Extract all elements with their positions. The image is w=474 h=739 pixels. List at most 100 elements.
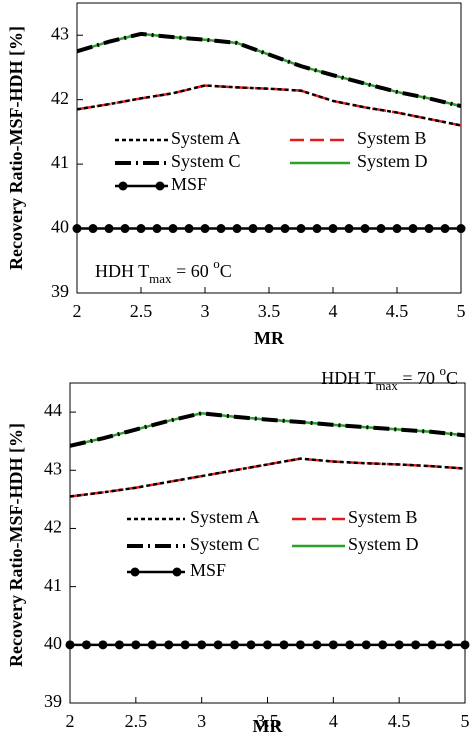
marker [312,224,322,234]
marker [213,640,223,650]
y-tick-label: 44 [44,400,62,420]
x-tick-label: 4 [329,711,338,731]
y-axis-label: Recovery Ratio-MSF-HDH [%] [6,423,26,667]
marker [120,224,130,234]
y-axis-label: Recovery Ratio-MSF-HDH [%] [6,26,26,270]
annotation: HDH Tmax = 70 oC [321,363,458,393]
marker [248,224,258,234]
series-line [76,31,462,109]
legend-label: System D [357,151,428,171]
marker [279,640,289,650]
plot-frame [69,382,466,704]
legend-label: System B [348,507,418,527]
marker [392,224,402,234]
y-tick-label: 39 [51,281,69,301]
marker [444,640,454,650]
marker [456,224,466,234]
annotation: HDH Tmax = 60 oC [95,256,232,286]
x-tick-label: 2.5 [130,301,153,321]
x-tick-label: 3.5 [256,711,279,731]
marker [147,640,157,650]
marker [328,224,338,234]
marker [408,224,418,234]
legend-label: MSF [190,560,226,580]
x-tick-label: 3.5 [258,301,281,321]
marker [184,224,194,234]
marker [88,224,98,234]
marker [65,640,75,650]
plot-frame [76,2,462,294]
x-tick-label: 4.5 [386,301,409,321]
marker [197,640,207,650]
marker [295,640,305,650]
series-line [69,411,466,448]
marker [180,640,190,650]
marker [344,224,354,234]
marker [328,640,338,650]
legend-marker [130,567,140,577]
legend-label: System C [190,534,260,554]
annotation-text: = 70 [398,368,440,388]
annotation-sup: o [213,256,220,271]
y-tick-label: 42 [51,88,69,108]
marker [361,640,371,650]
marker [263,640,272,650]
marker [136,224,146,234]
legend-label: System D [348,534,419,554]
legend-label: System C [171,151,241,171]
marker [394,640,404,650]
annotation-text: = 60 [172,261,214,281]
marker [200,224,210,234]
legend-label: System A [171,128,241,148]
marker [411,640,421,650]
marker [312,640,322,650]
annotation-sub: max [375,378,398,393]
marker [114,640,124,650]
marker [164,640,174,650]
x-tick-label: 2.5 [125,711,148,731]
x-tick-label: 4.5 [388,711,411,731]
x-tick-label: 2 [73,301,82,321]
marker [280,224,290,234]
x-tick-label: 3 [201,301,210,321]
marker [378,640,388,650]
marker [98,640,108,650]
x-tick-label: 2 [66,711,75,731]
marker [232,224,242,234]
annotation-text: HDH T [321,368,375,388]
annotation-text: C [446,368,458,388]
marker [376,224,386,234]
x-tick-label: 4 [329,301,338,321]
y-tick-label: 43 [51,23,69,43]
marker [360,224,370,234]
marker [246,640,256,650]
marker [460,640,470,650]
legend-marker [118,181,128,191]
marker [424,224,434,234]
marker [264,224,274,234]
marker [427,640,437,650]
marker [72,224,82,234]
y-tick-label: 41 [44,575,62,595]
y-tick-label: 39 [44,691,62,711]
annotation-sup: o [439,363,446,378]
y-tick-label: 41 [51,152,69,172]
marker [168,224,178,234]
x-tick-label: 5 [461,711,470,731]
marker [81,640,91,650]
series-line [76,84,462,127]
marker [345,640,355,650]
annotation-text: HDH T [95,261,149,281]
marker [296,224,306,234]
legend-label: MSF [171,174,207,194]
legend-marker [155,181,165,191]
y-tick-label: 43 [44,458,62,478]
marker [131,640,141,650]
marker [152,224,162,234]
legend-marker [172,567,182,577]
annotation-text: C [220,261,232,281]
x-tick-label: 3 [197,711,206,731]
marker [440,224,450,234]
marker [216,224,226,234]
